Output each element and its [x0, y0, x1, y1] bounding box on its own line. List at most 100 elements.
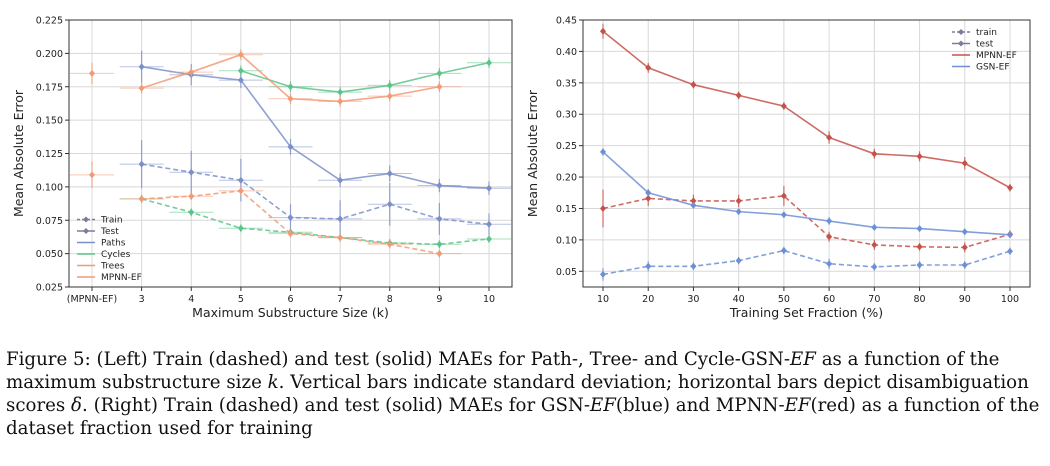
- y-tick-label: 0.10: [556, 235, 577, 246]
- y-tick-label: 0.175: [36, 82, 63, 93]
- x-tick-label: 90: [959, 294, 971, 305]
- data-point-marker: [645, 262, 652, 270]
- data-point-marker: [386, 240, 393, 248]
- data-point-marker: [287, 214, 294, 222]
- series-line: [141, 65, 490, 190]
- data-point-marker: [780, 192, 787, 200]
- axes-frame: [68, 19, 513, 288]
- caption-delta: δ: [71, 395, 82, 416]
- x-tick-label: 9: [436, 294, 442, 305]
- data-point-marker: [237, 76, 244, 84]
- data-point-marker: [436, 215, 443, 223]
- x-tick-label: 100: [1001, 294, 1019, 305]
- data-point-marker: [287, 230, 294, 238]
- y-tick-label: 0.075: [36, 216, 63, 227]
- y-axis-label: Mean Absolute Error: [11, 89, 26, 217]
- data-point-marker: [735, 197, 742, 205]
- data-point-marker: [486, 184, 492, 192]
- data-point-marker: [916, 152, 923, 160]
- data-point-marker: [871, 150, 878, 158]
- data-point-marker: [826, 260, 833, 268]
- y-tick-label: 0.20: [556, 173, 577, 184]
- data-point-marker: [690, 197, 697, 205]
- data-point-marker: [780, 102, 787, 110]
- x-tick-label: 3: [139, 294, 145, 305]
- data-point-marker: [735, 257, 742, 265]
- data-point-marker: [436, 182, 443, 190]
- data-point-marker: [690, 81, 697, 89]
- legend-marker: [958, 29, 964, 35]
- y-tick-label: 0.100: [36, 182, 63, 193]
- data-point-marker: [600, 270, 606, 278]
- y-axis-label: Mean Absolute Error: [525, 89, 540, 217]
- legend-label: Train: [100, 216, 123, 226]
- series-line: [240, 61, 490, 93]
- legend-label: Test: [100, 227, 119, 237]
- legend-label: test: [976, 40, 994, 50]
- x-axis-label: Training Set Fraction (%): [729, 305, 883, 320]
- data-point-marker: [600, 204, 606, 212]
- x-tick-label: 10: [597, 294, 609, 305]
- y-tick-label: 0.30: [556, 110, 577, 121]
- legend-label: GSN-EF: [976, 63, 1010, 73]
- data-point-marker: [237, 224, 244, 232]
- data-point-marker: [386, 92, 393, 100]
- caption-part-3: . Vertical bars indicate standard deviat…: [6, 372, 1029, 416]
- data-point-marker: [237, 67, 244, 75]
- data-point-marker: [486, 220, 492, 228]
- series-line: [602, 151, 1011, 236]
- data-point-marker: [237, 176, 244, 184]
- data-point-marker: [826, 133, 833, 141]
- data-point-marker: [188, 208, 195, 216]
- data-point-marker: [645, 194, 652, 202]
- x-tick-label: 10: [483, 294, 495, 305]
- data-point-marker: [436, 240, 443, 248]
- data-point-marker: [735, 208, 742, 216]
- y-tick-label: 0.025: [36, 283, 63, 294]
- legend-label: MPNN-EF: [101, 273, 142, 283]
- x-axis-label: Maximum Substructure Size (k): [192, 305, 389, 320]
- x-tick-label: 4: [188, 294, 194, 305]
- x-tick-label: 80: [914, 294, 926, 305]
- data-point-marker: [735, 91, 742, 99]
- caption-part-4: . (Right) Train (dashed) and test (solid…: [82, 395, 590, 416]
- x-tick-label: 70: [868, 294, 880, 305]
- data-point-marker: [436, 69, 443, 77]
- caption-part-6: (red) as a function of the dataset fract…: [6, 395, 1040, 439]
- data-point-marker: [337, 176, 344, 184]
- data-point-marker: [337, 234, 344, 242]
- caption-ef-1: EF: [790, 349, 816, 370]
- data-point-marker: [436, 83, 443, 91]
- data-point-marker: [690, 201, 697, 209]
- data-point-marker: [645, 64, 652, 72]
- y-tick-label: 0.050: [36, 249, 63, 260]
- data-point-marker: [645, 189, 652, 197]
- left-chart: 0.025 0.050 0.075 0.100 0.125 0.150 0.175 0.200…: [11, 16, 513, 320]
- series-line: [141, 198, 490, 246]
- caption-part-1: (Left) Train (dashed) and test (solid) M…: [96, 349, 790, 370]
- x-tick-label: 7: [337, 294, 343, 305]
- x-tick-label: 6: [287, 294, 293, 305]
- x-tick-label: 20: [642, 294, 654, 305]
- data-point-marker: [287, 83, 294, 91]
- x-tick-label: 30: [687, 294, 699, 305]
- data-point-marker: [386, 170, 393, 178]
- data-point-marker: [138, 160, 145, 168]
- y-tick-label: 0.40: [556, 47, 577, 58]
- data-point-marker: [287, 143, 294, 151]
- figure-caption: Figure 5: (Left) Train (dashed) and test…: [6, 348, 1046, 440]
- y-tick-label: 0.125: [36, 149, 63, 160]
- data-point-marker: [188, 192, 195, 200]
- data-point-marker: [826, 233, 833, 241]
- series-line: [602, 30, 1011, 189]
- caption-k: k: [267, 372, 279, 393]
- series-line: [141, 163, 490, 226]
- y-tick-label: 0.25: [556, 141, 577, 152]
- data-point-marker: [961, 261, 968, 269]
- y-tick-label: 0.200: [36, 49, 63, 60]
- data-point-marker: [486, 59, 492, 67]
- data-point-marker: [780, 211, 787, 219]
- data-point-marker: [436, 250, 443, 258]
- y-tick-label: 0.35: [556, 78, 577, 89]
